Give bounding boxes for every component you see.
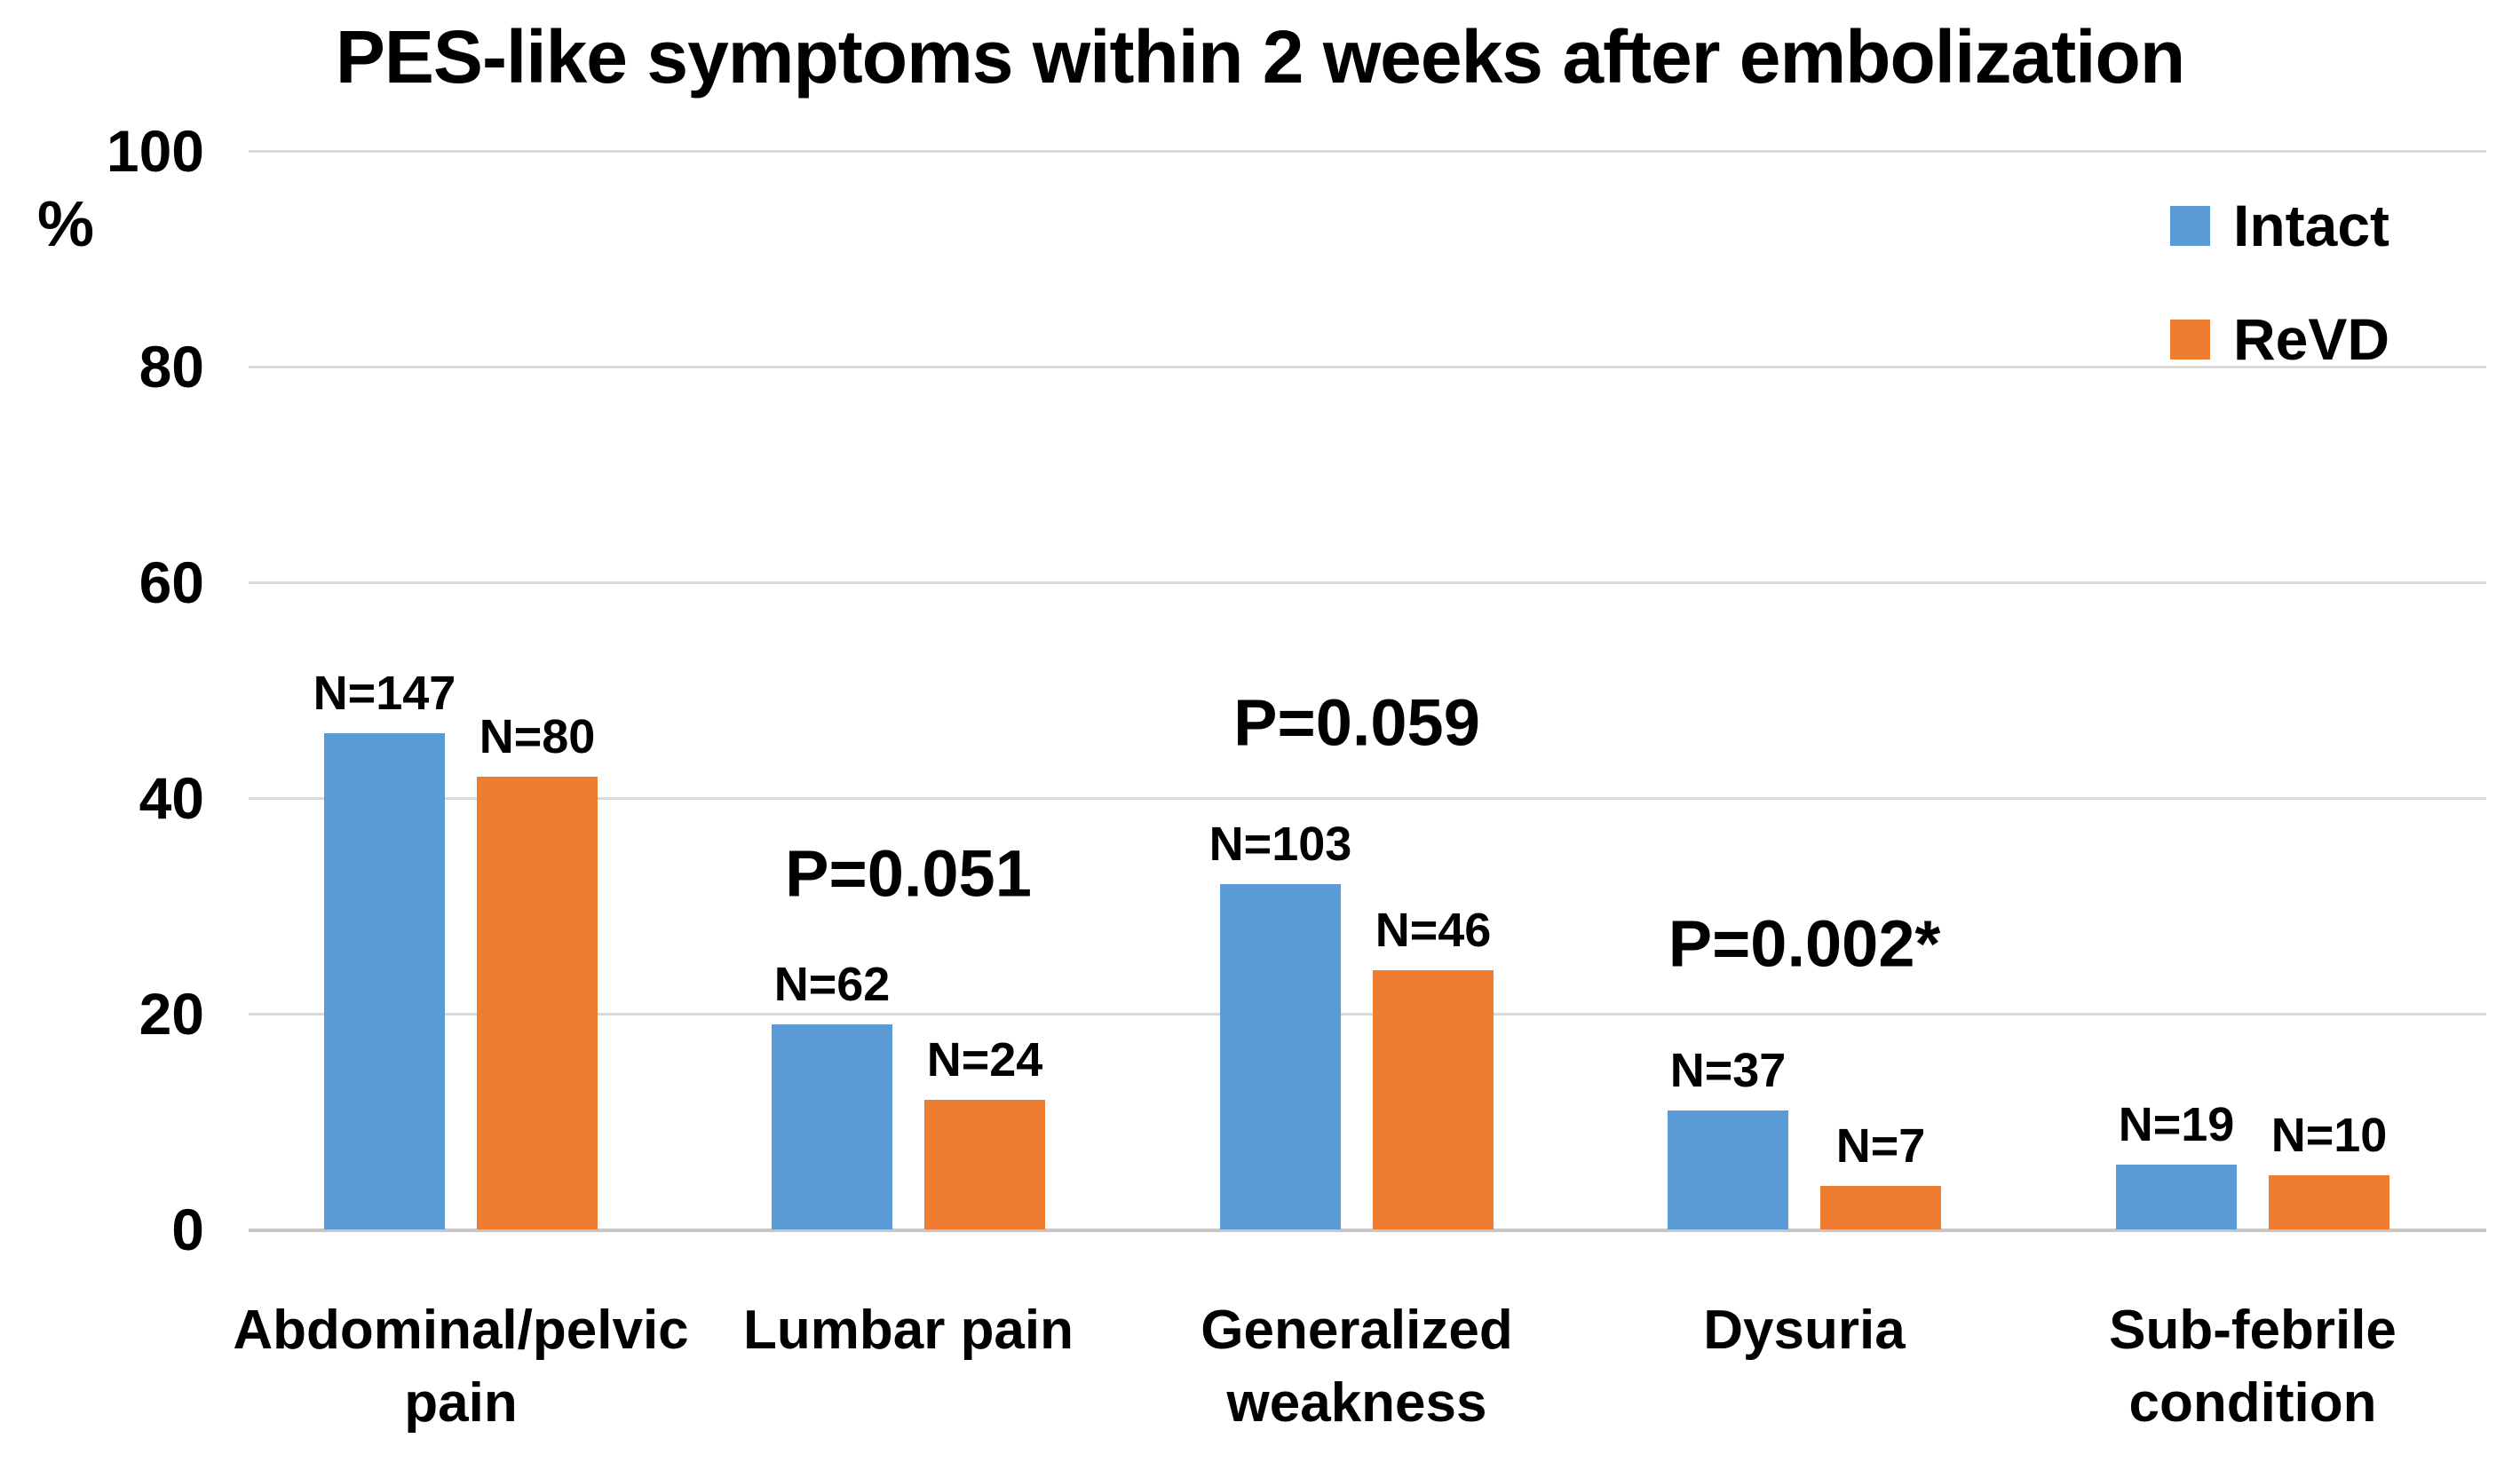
x-axis-line (249, 1229, 2486, 1232)
bar-intact-1: N=147 (313, 667, 456, 1229)
bar-intact-2: N=62 (772, 958, 892, 1229)
legend-swatch-intact (2170, 205, 2210, 246)
bar-value-label: N=62 (773, 958, 891, 1012)
legend-label: Intact (2233, 193, 2390, 258)
bar-intact-3: N=103 (1209, 818, 1351, 1229)
bar-value-label: N=80 (479, 709, 596, 763)
p-value-annotation-2: P=0.059 (1233, 685, 1480, 760)
plot-area: N=147 N=62 N=103 N=37 N=19 N=80 N=24 N=46 N=7 N=1… (249, 150, 2486, 1232)
gridline-y80 (249, 366, 2486, 368)
bar-value-label: N=46 (1375, 904, 1492, 958)
bar-value-label: N=7 (1835, 1119, 1926, 1174)
bar-intact-4: N=37 (1668, 1044, 1788, 1229)
y-tick-label-100: 100 (106, 118, 204, 184)
y-tick-label-80: 80 (139, 334, 204, 399)
p-value-annotation-3: P=0.002* (1668, 906, 1941, 981)
x-axis-category-label-1: Abdominal/pelvic pain (233, 1300, 689, 1434)
bar-value-label: N=10 (2270, 1109, 2388, 1163)
gridline-y60 (249, 581, 2486, 584)
gridline-y40 (249, 797, 2486, 800)
y-tick-label-0: 0 (171, 1197, 204, 1262)
gridline-y100 (249, 150, 2486, 153)
bar-revd-4: N=7 (1820, 1119, 1941, 1229)
bar-revd-1: N=80 (477, 710, 598, 1229)
x-axis-category-label-2: Lumbar pain (742, 1300, 1074, 1361)
legend-swatch-revd (2170, 319, 2210, 360)
x-axis-category-label-5: Sub-febrile condition (2109, 1300, 2397, 1434)
bar-value-label: N=37 (1669, 1044, 1787, 1098)
bar-revd-2: N=24 (924, 1033, 1045, 1229)
legend-item-revd: ReVD (2170, 310, 2389, 368)
y-tick-label-60: 60 (139, 549, 204, 615)
bar-revd-3: N=46 (1373, 904, 1494, 1229)
legend-item-intact: Intact (2170, 196, 2389, 255)
x-axis-category-label-4: Dysuria (1703, 1300, 1906, 1361)
legend: Intact ReVD (2170, 196, 2389, 423)
gridline-y20 (249, 1013, 2486, 1015)
bar-value-label: N=19 (2118, 1098, 2235, 1152)
y-tick-label-20: 20 (139, 981, 204, 1047)
y-tick-label-40: 40 (139, 765, 204, 831)
bar-value-label: N=103 (1208, 818, 1352, 872)
p-value-annotation-1: P=0.051 (785, 836, 1032, 911)
bar-value-label: N=24 (926, 1033, 1043, 1087)
x-axis-category-label-3: Generalized weakness (1201, 1300, 1513, 1434)
legend-label: ReVD (2233, 306, 2390, 372)
y-axis-unit-label: % (37, 189, 95, 260)
chart-title: PES-like symptoms within 2 weeks after e… (335, 15, 2185, 99)
bar-value-label: N=147 (313, 667, 456, 721)
bar-revd-5: N=10 (2269, 1109, 2389, 1229)
bar-intact-5: N=19 (2116, 1098, 2237, 1229)
